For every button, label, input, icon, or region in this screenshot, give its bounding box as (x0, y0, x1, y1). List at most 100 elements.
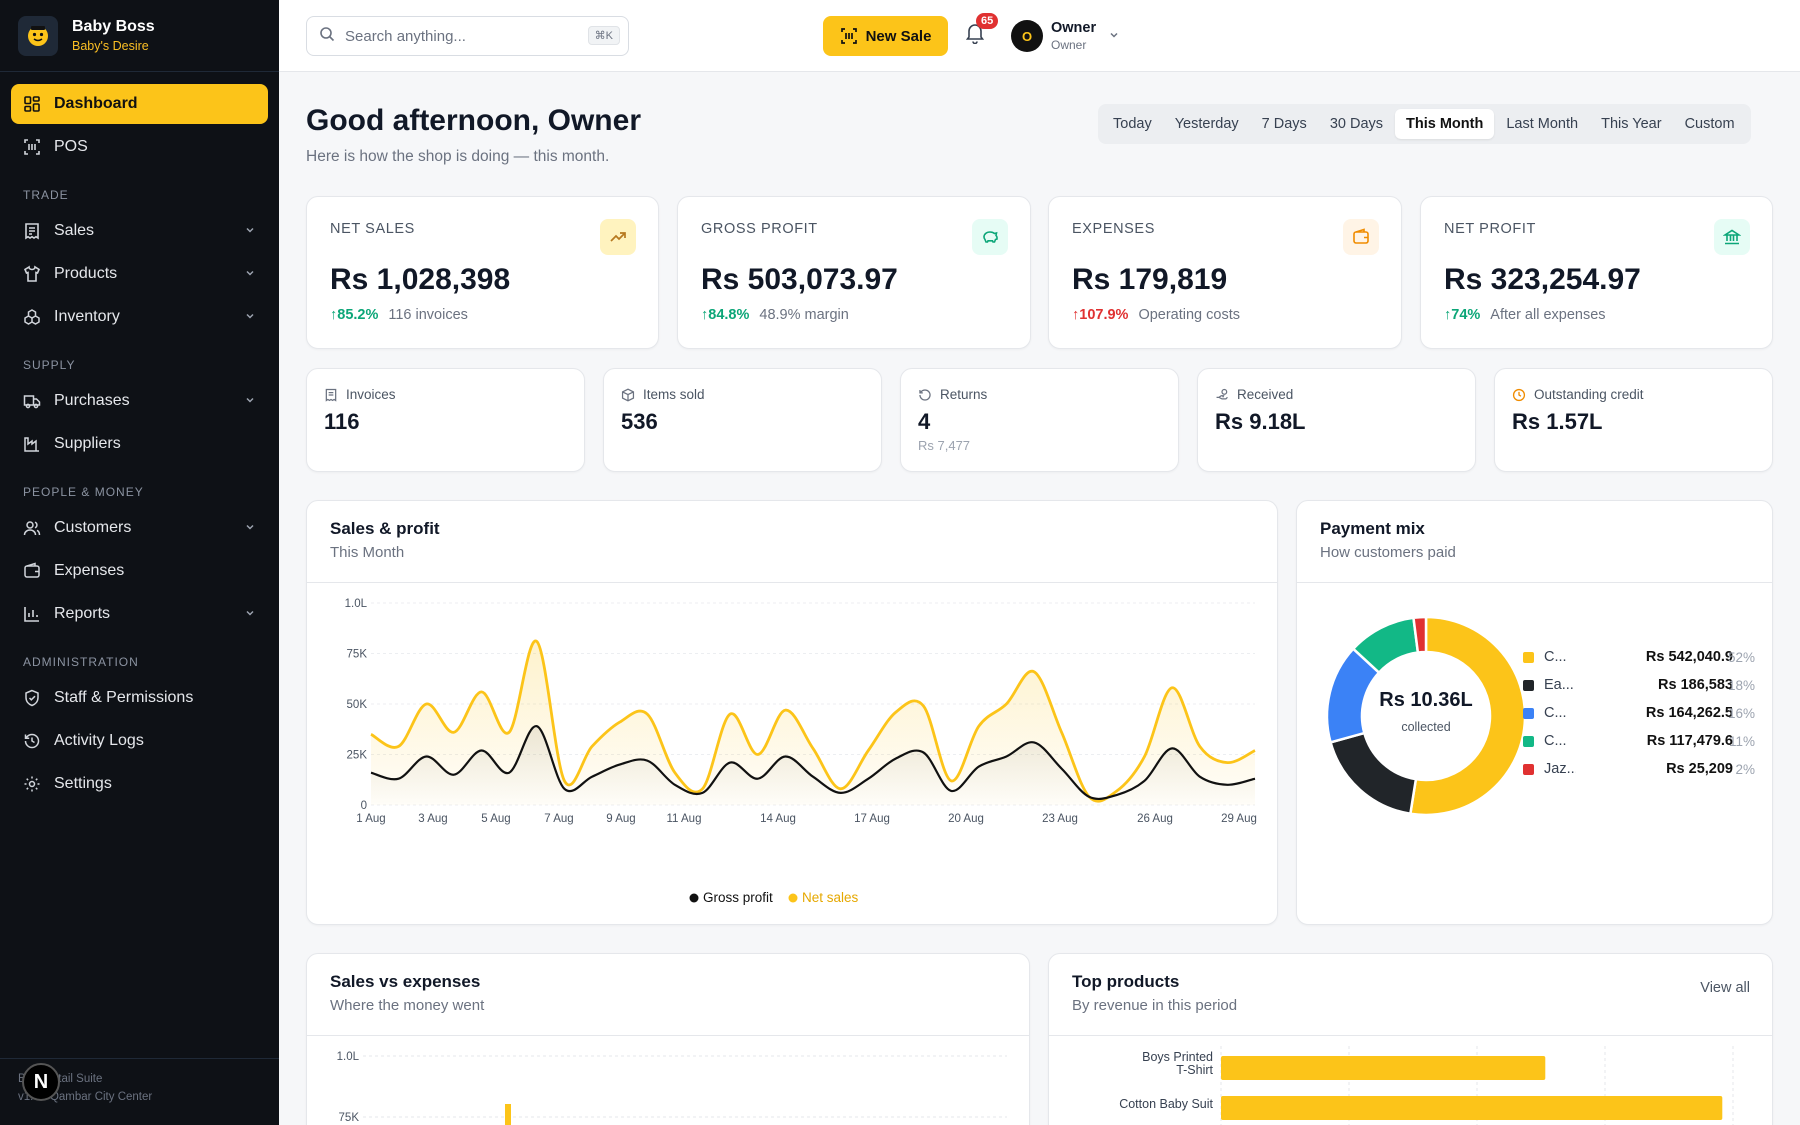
legend-pct: 52% (1727, 649, 1755, 665)
sidebar-item-customers[interactable]: Customers (11, 508, 268, 548)
sidebar-item-label: Suppliers (54, 435, 121, 452)
x-tick-label: 9 Aug (606, 813, 635, 825)
donut-slice[interactable] (1412, 615, 1428, 654)
legend-label: Net sales (802, 890, 859, 905)
sidebar-item-products[interactable]: Products (11, 254, 268, 294)
sidebar-item-expenses[interactable]: Expenses (11, 551, 268, 591)
range-yesterday[interactable]: Yesterday (1174, 116, 1239, 132)
new-sale-button[interactable]: New Sale (823, 16, 948, 56)
view-all-link[interactable]: View all (1700, 980, 1750, 996)
sidebar-item-staff[interactable]: Staff & Permissions (11, 678, 268, 718)
x-tick-label: 26 Aug (1137, 813, 1173, 825)
stat-label-text: Returns (940, 387, 988, 402)
kpi-label: EXPENSES (1072, 221, 1155, 237)
stat-label-text: Items sold (643, 387, 705, 402)
kpi-value: Rs 179,819 (1072, 263, 1228, 296)
sidebar-item-dashboard[interactable]: Dashboard (11, 84, 268, 124)
stat-label: Outstanding credit (1512, 387, 1644, 402)
search-input[interactable]: Search anything... ⌘K (306, 16, 629, 56)
legend-swatch (1523, 679, 1534, 691)
gear-icon (22, 774, 42, 794)
x-tick-label: 29 Aug (1221, 813, 1257, 825)
range-7-days[interactable]: 7 Days (1261, 116, 1307, 132)
range-30-days[interactable]: 30 Days (1329, 116, 1384, 132)
kpi-change-value: 84.8% (708, 307, 750, 323)
stat-label-text: Outstanding credit (1534, 387, 1644, 402)
rotate-ccw-icon (918, 388, 932, 402)
stat-value: 4 (918, 409, 931, 434)
chevron-down-icon (244, 266, 256, 284)
sidebar-item-pos[interactable]: POS (11, 127, 268, 167)
sidebar-item-sales[interactable]: Sales (11, 211, 268, 251)
truck-icon (22, 391, 42, 411)
bar-chart-icon (22, 604, 42, 624)
legend-value: Rs 164,262.5 (1645, 705, 1733, 721)
legend-pct: 2% (1735, 761, 1755, 777)
y-tick-label: 0 (361, 800, 367, 812)
stat-label-text: Invoices (346, 387, 396, 402)
stat-label: Returns (918, 387, 987, 402)
sidebar-item-settings[interactable]: Settings (11, 764, 268, 804)
product-bar[interactable] (1221, 1056, 1546, 1080)
date-range-selector: Today Yesterday 7 Days 30 Days This Mont… (1098, 104, 1751, 144)
kpi-label: NET PROFIT (1444, 221, 1536, 237)
new-sale-label: New Sale (865, 27, 932, 45)
series-line (370, 725, 1256, 801)
legend-marker (788, 893, 798, 903)
sidebar-item-reports[interactable]: Reports (11, 594, 268, 634)
range-custom[interactable]: Custom (1684, 116, 1735, 132)
range-this-year[interactable]: This Year (1601, 116, 1662, 132)
x-tick-label: 5 Aug (481, 813, 510, 825)
kpi-value: Rs 1,028,398 (330, 263, 511, 296)
x-tick-label: 1 Aug (356, 813, 385, 825)
sidebar-item-label: Dashboard (54, 95, 138, 112)
donut-slice[interactable] (1329, 731, 1418, 816)
sidebar-item-inventory[interactable]: Inventory (11, 297, 268, 337)
x-tick-label: 17 Aug (854, 813, 890, 825)
payment-mix-card: Payment mix How customers paid Rs 10.36L… (1296, 500, 1773, 925)
range-this-month[interactable]: This Month (1395, 109, 1495, 139)
range-last-month[interactable]: Last Month (1506, 116, 1579, 132)
legend-swatch (1523, 735, 1534, 747)
sidebar-nav: Dashboard POS TRADE Sales Products Inven… (0, 72, 279, 819)
nav-section-supply: SUPPLY (23, 358, 76, 372)
brand[interactable]: Baby Boss Baby's Desire (0, 0, 279, 72)
sidebar-item-activity-logs[interactable]: Activity Logs (11, 721, 268, 761)
payment-mix-donut (1325, 615, 1527, 817)
legend-value: Rs 117,479.6 (1646, 733, 1733, 749)
sidebar-item-label: Inventory (54, 308, 120, 325)
stat-label: Invoices (324, 387, 396, 402)
kpi-change-value: 107.9% (1079, 307, 1129, 323)
kpi-footer: ↑ 74% After all expenses (1444, 307, 1606, 323)
avatar[interactable]: O (1011, 20, 1043, 52)
dev-overlay-badge[interactable]: N (22, 1063, 60, 1101)
clock-icon (1512, 388, 1526, 402)
brand-tagline: Baby's Desire (72, 39, 149, 53)
bar-category-label: Boys Printed (1142, 1050, 1213, 1064)
sidebar-item-suppliers[interactable]: Suppliers (11, 424, 268, 464)
stat-label-text: Received (1237, 387, 1294, 402)
product-bar[interactable] (1221, 1096, 1723, 1120)
divider (307, 1035, 1029, 1036)
kpi-card-expenses: EXPENSES Rs 179,819 ↑ 107.9% Operating co… (1048, 196, 1402, 349)
sidebar-item-label: Products (54, 265, 118, 282)
dashboard-icon (22, 94, 42, 114)
legend-value: Rs 542,040.9 (1645, 649, 1733, 665)
hand-coins-icon (1215, 388, 1229, 402)
sidebar-item-purchases[interactable]: Purchases (11, 381, 268, 421)
nav-section-trade: TRADE (23, 188, 69, 202)
kpi-label: GROSS PROFIT (701, 221, 818, 237)
divider (1297, 582, 1772, 583)
user-name[interactable]: Owner (1051, 20, 1097, 36)
range-today[interactable]: Today (1113, 116, 1152, 132)
chevron-down-icon (244, 309, 256, 327)
shirt-icon (22, 264, 42, 284)
legend-value: Rs 25,209 (1666, 761, 1733, 777)
x-tick-label: 3 Aug (418, 813, 447, 825)
chevron-down-icon[interactable] (1108, 28, 1120, 46)
donut-slice[interactable] (1408, 615, 1527, 817)
sidebar-item-label: Reports (54, 605, 111, 622)
sidebar-item-label: Customers (54, 519, 132, 536)
x-tick-label: 11 Aug (667, 813, 702, 825)
users-icon (22, 518, 42, 538)
